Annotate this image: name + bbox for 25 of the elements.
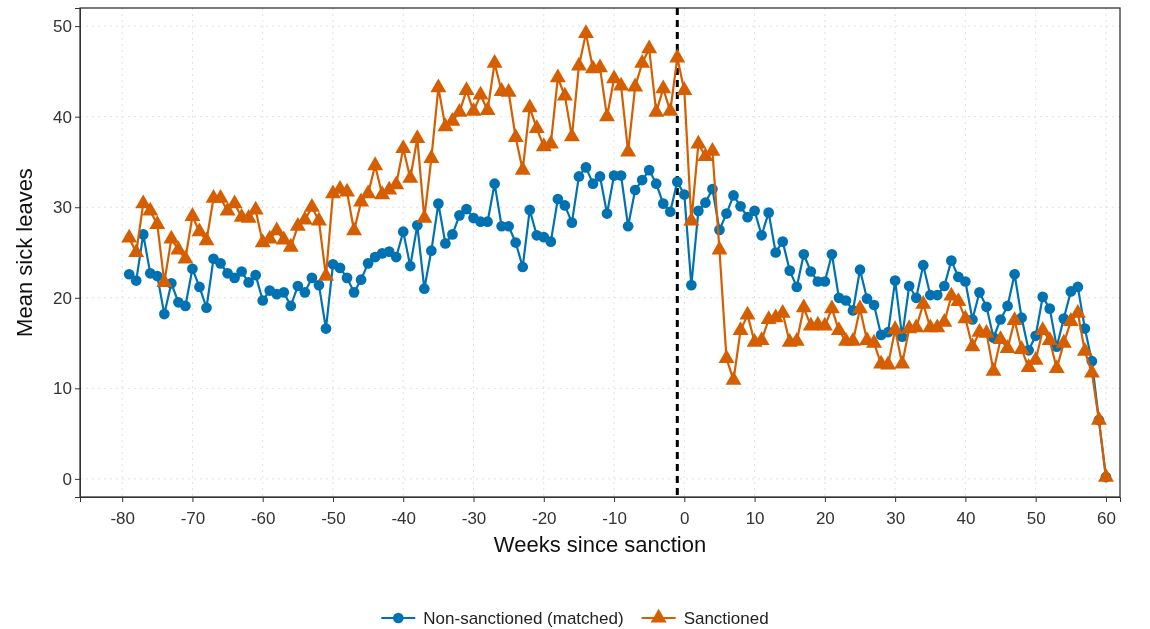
y-tick-label: 30 [53, 198, 72, 218]
y-tick-label: 50 [53, 17, 72, 37]
x-tick-label: -80 [110, 508, 135, 528]
x-tick-label: -30 [461, 508, 487, 528]
x-tick-label: 40 [956, 508, 976, 528]
y-tick-label: 10 [53, 379, 72, 399]
legend-label: Non-sanctioned (matched) [423, 609, 624, 628]
x-tick-label: 20 [815, 508, 835, 528]
x-axis-title: Weeks since sanction [493, 532, 707, 557]
x-tick-label: 10 [745, 508, 765, 528]
x-tick-label: -60 [250, 508, 276, 528]
y-tick-label: 0 [62, 469, 72, 489]
legend-label: Sanctioned [683, 609, 769, 628]
x-tick-label: -10 [602, 508, 627, 528]
y-tick-label: 40 [53, 107, 72, 127]
x-tick-label: 30 [886, 508, 906, 528]
x-tick-label: 0 [680, 508, 690, 528]
x-tick-label: 60 [1096, 508, 1116, 528]
x-tick-label: -50 [321, 508, 346, 528]
y-tick-label: 20 [53, 288, 72, 308]
x-tick-label: -70 [180, 508, 206, 528]
x-tick-label: 50 [1026, 508, 1046, 528]
x-tick-label: -40 [391, 508, 417, 528]
y-axis-title: Mean sick leaves [12, 168, 37, 337]
x-tick-label: -20 [531, 508, 557, 528]
